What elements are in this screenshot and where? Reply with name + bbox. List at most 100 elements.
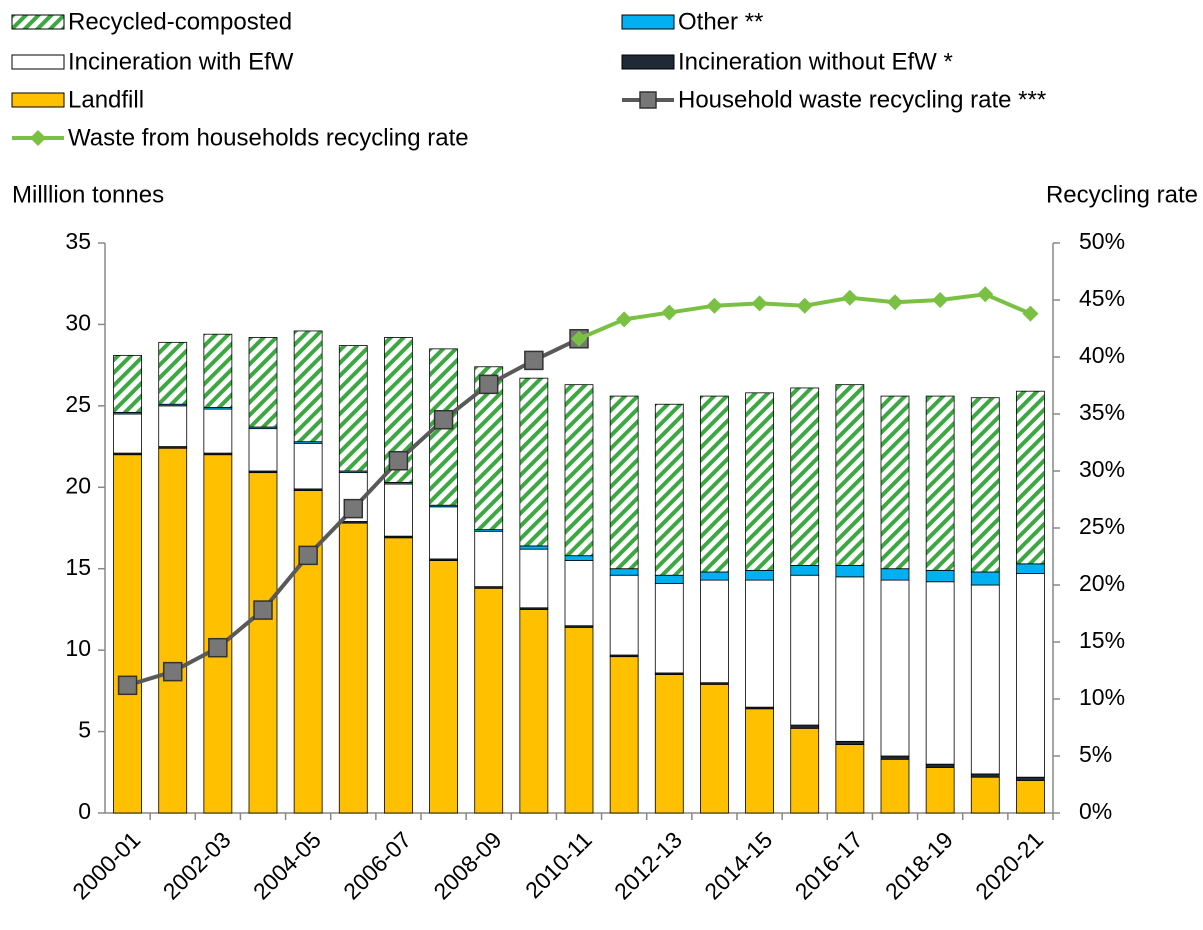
bar-segment bbox=[293, 442, 323, 490]
line-marker bbox=[932, 292, 949, 308]
bar-segment bbox=[113, 454, 142, 814]
bar-segment bbox=[970, 776, 1000, 814]
line-marker bbox=[706, 297, 723, 314]
y-tick-label: 0 bbox=[78, 798, 91, 824]
y2-tick-label: 45% bbox=[1079, 285, 1125, 311]
y2-tick-label: 0% bbox=[1079, 798, 1112, 824]
bar-segment bbox=[925, 763, 955, 768]
x-tick-label: 2002-03 bbox=[158, 826, 236, 904]
x-tick-label: 2010-11 bbox=[520, 826, 597, 903]
bar-segment bbox=[925, 581, 955, 765]
y-tick-label: 10 bbox=[65, 635, 91, 661]
line-marker bbox=[253, 600, 273, 620]
bar-segment bbox=[790, 727, 820, 814]
bar-segment bbox=[925, 767, 955, 814]
bar-segment bbox=[745, 579, 774, 708]
y2-tick-label: 40% bbox=[1079, 342, 1125, 368]
x-tick-label: 2016-17 bbox=[790, 826, 868, 904]
line-marker bbox=[571, 330, 587, 347]
y2-axis-title: Recycling rate bbox=[1046, 181, 1198, 208]
line-marker bbox=[616, 311, 633, 328]
bar-segment bbox=[429, 560, 458, 814]
bar-segment bbox=[700, 579, 729, 684]
y-tick-label: 25 bbox=[65, 391, 91, 417]
y-tick-label: 5 bbox=[78, 717, 91, 743]
bar-segment bbox=[835, 384, 865, 566]
legend-swatch bbox=[11, 54, 65, 70]
y-tick-label: 15 bbox=[65, 554, 91, 580]
bar-segment bbox=[835, 740, 865, 745]
bar-segment bbox=[564, 384, 594, 557]
bar-segment bbox=[158, 405, 188, 447]
bar-segment bbox=[113, 413, 142, 454]
bar-segment bbox=[790, 574, 820, 726]
y2-tick-label: 20% bbox=[1079, 570, 1125, 596]
y2-tick-label: 5% bbox=[1079, 741, 1112, 767]
bar-segment bbox=[880, 758, 910, 814]
bar-segment bbox=[519, 609, 549, 814]
bar-segment bbox=[384, 483, 413, 537]
bar-segment bbox=[158, 341, 188, 405]
bar-segment bbox=[609, 574, 639, 656]
legend-swatch bbox=[11, 92, 65, 108]
y2-tick-label: 50% bbox=[1079, 228, 1125, 254]
line-marker bbox=[478, 374, 499, 395]
bar-segment bbox=[654, 674, 684, 814]
bar-segment bbox=[429, 506, 458, 560]
bar-segment bbox=[790, 387, 820, 566]
x-tick-label: 2020-21 bbox=[970, 826, 1048, 904]
bar-segment bbox=[564, 560, 594, 627]
legend-swatch bbox=[621, 14, 675, 30]
bar-segment bbox=[790, 724, 820, 729]
bar-segment bbox=[248, 337, 278, 428]
line-marker bbox=[1022, 305, 1039, 322]
line-marker bbox=[208, 637, 228, 658]
bar-segment bbox=[880, 579, 910, 757]
y2-tick-label: 30% bbox=[1079, 456, 1125, 482]
legend-label: Incineration with EfW bbox=[68, 48, 294, 75]
line-marker bbox=[117, 675, 138, 696]
x-tick-label: 2000-01 bbox=[67, 826, 145, 904]
line-marker bbox=[162, 661, 183, 682]
y2-tick-label: 10% bbox=[1079, 684, 1125, 710]
bar-segment bbox=[203, 454, 233, 814]
bar-segment bbox=[745, 392, 774, 571]
bar-segment bbox=[293, 330, 323, 443]
bar-segment bbox=[474, 530, 504, 588]
line-marker bbox=[887, 294, 903, 311]
legend-swatch bbox=[11, 14, 65, 30]
line-marker bbox=[524, 350, 544, 371]
bar-segment bbox=[880, 755, 910, 760]
bar-segment bbox=[880, 395, 910, 570]
y-tick-label: 30 bbox=[65, 310, 91, 336]
x-tick-label: 2006-07 bbox=[338, 826, 416, 904]
bar-segment bbox=[700, 571, 729, 581]
legend-swatch bbox=[621, 54, 675, 70]
bar-segment bbox=[203, 333, 233, 408]
line-marker bbox=[433, 409, 454, 430]
bar-segment bbox=[609, 656, 639, 814]
bar-segment bbox=[338, 522, 368, 814]
bar-segment bbox=[745, 569, 774, 581]
bar-segment bbox=[835, 576, 865, 742]
x-tick-label: 2008-09 bbox=[428, 826, 506, 904]
bar-segment bbox=[564, 626, 594, 814]
bar-segment bbox=[970, 397, 1000, 573]
legend-label: Landfill bbox=[68, 86, 144, 113]
bar-segment bbox=[835, 744, 865, 814]
y2-tick-label: 25% bbox=[1079, 513, 1125, 539]
line-marker bbox=[661, 304, 678, 321]
bar-segment bbox=[609, 395, 639, 570]
bar-segment bbox=[158, 447, 188, 814]
bar-segment bbox=[654, 403, 684, 576]
bar-segment bbox=[203, 408, 233, 454]
bar-segment bbox=[835, 565, 865, 578]
bar-segment bbox=[519, 377, 549, 547]
line-marker bbox=[796, 297, 813, 314]
bar-segment bbox=[654, 574, 684, 584]
bar-segment bbox=[293, 490, 323, 814]
y-tick-label: 20 bbox=[65, 472, 91, 498]
bar-segment bbox=[609, 568, 639, 576]
bar-segment bbox=[700, 395, 729, 573]
bar-segment bbox=[1016, 776, 1045, 781]
